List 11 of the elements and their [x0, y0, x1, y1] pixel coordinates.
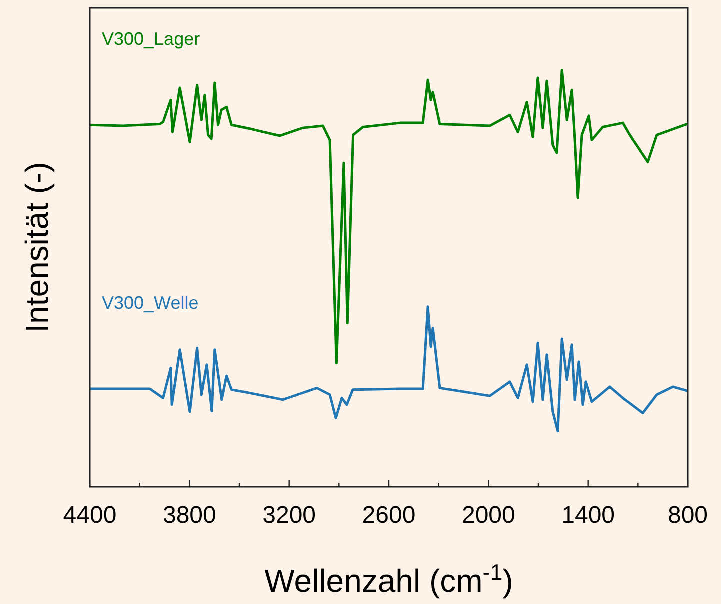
x-axis-title: Wellenzahl (cm$^{-1}$) [264, 560, 514, 599]
x-tick-label: 2000 [462, 502, 516, 529]
x-tick-label: 800 [668, 502, 708, 529]
x-tick-label: 4400 [63, 502, 117, 529]
series-label: V300_Welle [102, 293, 199, 314]
text: V300_Lager [102, 29, 200, 50]
x-tick-label: 1400 [562, 502, 616, 529]
y-axis-title: Intensität (-) [19, 162, 55, 333]
x-tick-label: 3200 [262, 502, 316, 529]
x-tick-label: 2600 [362, 502, 416, 529]
x-tick-label: 3800 [162, 502, 216, 529]
